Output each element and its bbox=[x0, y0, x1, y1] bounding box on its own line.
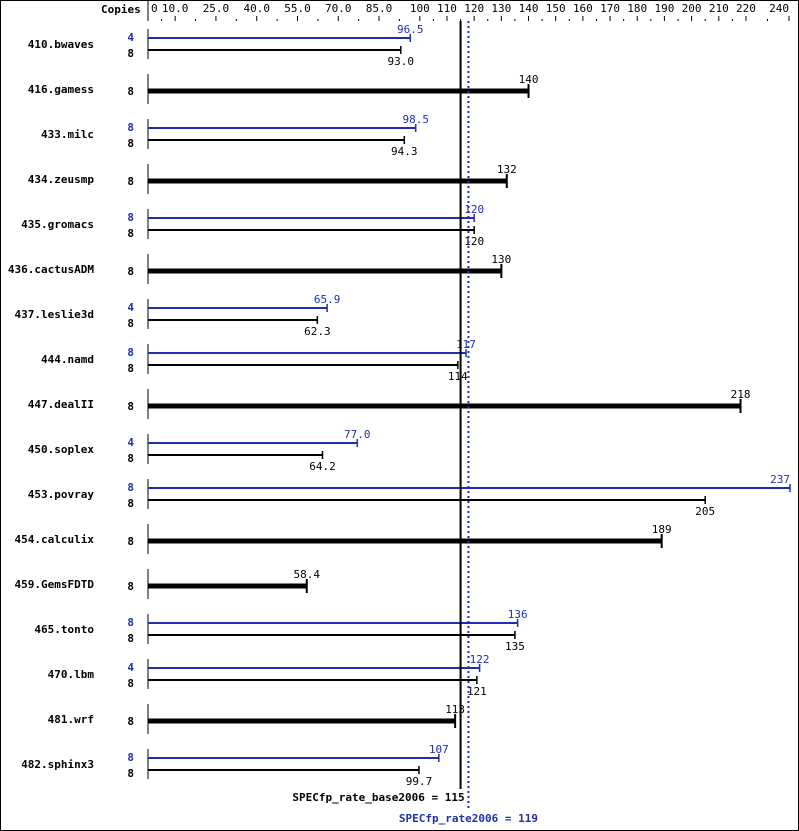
tick-label: 100 bbox=[410, 2, 430, 15]
peak-value-label: 237 bbox=[770, 473, 790, 486]
axis-header: Copies bbox=[101, 3, 141, 16]
base-value-label: 130 bbox=[491, 253, 511, 266]
tick-label: 10.0 bbox=[162, 2, 189, 15]
peak-copies: 8 bbox=[127, 481, 134, 494]
peak-copies: 4 bbox=[127, 31, 134, 44]
base-value-label: 58.4 bbox=[293, 568, 320, 581]
tick-label: 140 bbox=[519, 2, 539, 15]
benchmark-name: 437.leslie3d bbox=[15, 308, 94, 321]
tick-label: 25.0 bbox=[203, 2, 230, 15]
base-value-label: 93.0 bbox=[388, 55, 415, 68]
tick-label: 200 bbox=[682, 2, 702, 15]
peak-value-label: 120 bbox=[464, 203, 484, 216]
tick-label: 120 bbox=[464, 2, 484, 15]
peak-value-label: 96.5 bbox=[397, 23, 424, 36]
base-copies: 8 bbox=[127, 227, 134, 240]
peak-copies: 8 bbox=[127, 616, 134, 629]
base-value-label: 132 bbox=[497, 163, 517, 176]
benchmark-name: 416.gamess bbox=[28, 83, 94, 96]
tick-label: 210 bbox=[709, 2, 729, 15]
base-copies: 8 bbox=[127, 632, 134, 645]
base-copies: 8 bbox=[127, 175, 134, 188]
benchmark-name: 465.tonto bbox=[34, 623, 94, 636]
peak-copies: 4 bbox=[127, 661, 134, 674]
peak-copies: 8 bbox=[127, 121, 134, 134]
base-value-label: 62.3 bbox=[304, 325, 331, 338]
tick-label: 160 bbox=[573, 2, 593, 15]
benchmark-name: 482.sphinx3 bbox=[21, 758, 94, 771]
benchmark-name: 434.zeusmp bbox=[28, 173, 95, 186]
base-copies: 8 bbox=[127, 535, 134, 548]
benchmark-name: 433.milc bbox=[41, 128, 94, 141]
base-copies: 8 bbox=[127, 497, 134, 510]
peak-value-label: 122 bbox=[470, 653, 490, 666]
base-copies: 8 bbox=[127, 677, 134, 690]
tick-label: 150 bbox=[546, 2, 566, 15]
base-value-label: 94.3 bbox=[391, 145, 418, 158]
base-value-label: 218 bbox=[731, 388, 751, 401]
tick-label: 240 bbox=[769, 2, 789, 15]
benchmark-name: 470.lbm bbox=[48, 668, 95, 681]
base-copies: 8 bbox=[127, 715, 134, 728]
tick-label: 70.0 bbox=[325, 2, 352, 15]
base-value-label: 99.7 bbox=[406, 775, 433, 788]
base-value-label: 114 bbox=[448, 370, 468, 383]
peak-value-label: 77.0 bbox=[344, 428, 371, 441]
tick-label: 220 bbox=[736, 2, 756, 15]
base-value-label: 140 bbox=[519, 73, 539, 86]
benchmark-name: 450.soplex bbox=[28, 443, 95, 456]
benchmark-name: 435.gromacs bbox=[21, 218, 94, 231]
benchmark-name: 481.wrf bbox=[48, 713, 94, 726]
peak-value-label: 117 bbox=[456, 338, 476, 351]
tick-label: 85.0 bbox=[366, 2, 393, 15]
peak-copies: 4 bbox=[127, 436, 134, 449]
tick-label: 170 bbox=[600, 2, 620, 15]
benchmark-name: 436.cactusADM bbox=[8, 263, 94, 276]
base-copies: 8 bbox=[127, 47, 134, 60]
peak-copies: 8 bbox=[127, 751, 134, 764]
base-copies: 8 bbox=[127, 265, 134, 278]
base-copies: 8 bbox=[127, 85, 134, 98]
peak-value-label: 98.5 bbox=[402, 113, 429, 126]
peak-reference-label: SPECfp_rate2006 = 119 bbox=[399, 812, 538, 825]
base-copies: 8 bbox=[127, 580, 134, 593]
tick-label: 0 bbox=[151, 2, 158, 15]
benchmark-name: 453.povray bbox=[28, 488, 95, 501]
benchmark-name: 454.calculix bbox=[15, 533, 95, 546]
base-value-label: 64.2 bbox=[309, 460, 336, 473]
base-copies: 8 bbox=[127, 767, 134, 780]
benchmark-name: 444.namd bbox=[41, 353, 94, 366]
base-copies: 8 bbox=[127, 317, 134, 330]
base-value-label: 189 bbox=[652, 523, 672, 536]
tick-label: 55.0 bbox=[284, 2, 311, 15]
base-reference-label: SPECfp_rate_base2006 = 115 bbox=[292, 791, 464, 804]
peak-copies: 8 bbox=[127, 211, 134, 224]
tick-label: 130 bbox=[491, 2, 511, 15]
peak-value-label: 107 bbox=[429, 743, 449, 756]
base-copies: 8 bbox=[127, 452, 134, 465]
tick-label: 40.0 bbox=[243, 2, 270, 15]
benchmark-name: 447.dealII bbox=[28, 398, 94, 411]
peak-value-label: 65.9 bbox=[314, 293, 341, 306]
base-copies: 8 bbox=[127, 362, 134, 375]
benchmark-name: 459.GemsFDTD bbox=[15, 578, 95, 591]
base-value-label: 120 bbox=[464, 235, 484, 248]
benchmark-name: 410.bwaves bbox=[28, 38, 94, 51]
peak-copies: 8 bbox=[127, 346, 134, 359]
tick-label: 180 bbox=[627, 2, 647, 15]
base-value-label: 135 bbox=[505, 640, 525, 653]
tick-label: 110 bbox=[437, 2, 457, 15]
base-value-label: 113 bbox=[445, 703, 465, 716]
peak-value-label: 136 bbox=[508, 608, 528, 621]
base-value-label: 205 bbox=[695, 505, 715, 518]
tick-label: 190 bbox=[654, 2, 674, 15]
base-copies: 8 bbox=[127, 137, 134, 150]
base-copies: 8 bbox=[127, 400, 134, 413]
base-value-label: 121 bbox=[467, 685, 487, 698]
peak-copies: 4 bbox=[127, 301, 134, 314]
